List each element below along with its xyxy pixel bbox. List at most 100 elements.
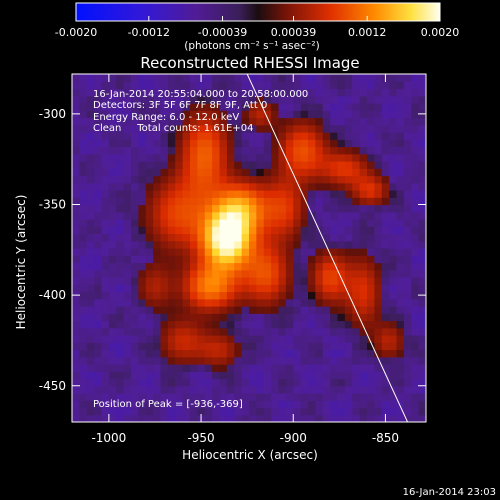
- heatmap-pixel: [403, 248, 412, 256]
- heatmap-pixel: [411, 88, 420, 97]
- heatmap-pixel: [101, 103, 110, 111]
- heatmap-pixel: [396, 211, 405, 220]
- heatmap-pixel: [234, 139, 243, 148]
- heatmap-pixel: [293, 168, 302, 177]
- heatmap-pixel: [153, 88, 162, 97]
- heatmap-pixel: [94, 269, 103, 278]
- heatmap-pixel: [330, 356, 339, 365]
- heatmap-pixel: [337, 197, 346, 206]
- heatmap-pixel: [403, 306, 412, 314]
- heatmap-pixel: [212, 255, 221, 264]
- heatmap-pixel: [381, 269, 390, 278]
- heatmap-pixel: [308, 124, 316, 133]
- heatmap-pixel: [175, 306, 184, 314]
- heatmap-pixel: [403, 371, 412, 380]
- heatmap-pixel: [145, 161, 154, 169]
- colorbar: [75, 2, 441, 22]
- heatmap-pixel: [249, 385, 257, 394]
- heatmap-pixel: [234, 153, 243, 162]
- heatmap-pixel: [300, 190, 309, 198]
- heatmap-pixel: [204, 204, 213, 213]
- heatmap-pixel: [330, 95, 339, 104]
- heatmap-pixel: [389, 356, 398, 365]
- heatmap-pixel: [79, 88, 88, 97]
- heatmap-pixel: [79, 124, 88, 133]
- heatmap-pixel: [101, 175, 110, 184]
- heatmap-pixel: [72, 81, 80, 90]
- heatmap-pixel: [241, 219, 250, 227]
- heatmap-pixel: [315, 233, 324, 242]
- heatmap-pixel: [190, 414, 198, 422]
- heatmap-pixel: [359, 269, 368, 278]
- heatmap-pixel: [116, 400, 125, 409]
- heatmap-pixel: [359, 103, 368, 111]
- heatmap-pixel: [131, 95, 139, 104]
- heatmap-pixel: [411, 204, 420, 213]
- heatmap-pixel: [315, 320, 324, 329]
- heatmap-pixel: [145, 320, 154, 329]
- heatmap-pixel: [197, 81, 206, 90]
- heatmap-pixel: [86, 124, 95, 133]
- heatmap-pixel: [337, 364, 346, 372]
- heatmap-pixel: [322, 269, 331, 278]
- heatmap-pixel: [190, 233, 198, 242]
- heatmap-pixel: [138, 378, 147, 387]
- heatmap-pixel: [249, 378, 257, 387]
- heatmap-pixel: [101, 204, 110, 213]
- heatmap-pixel: [418, 204, 426, 213]
- heatmap-pixel: [396, 81, 405, 90]
- heatmap-pixel: [131, 342, 139, 351]
- heatmap-pixel: [72, 153, 80, 162]
- heatmap-pixel: [72, 400, 80, 409]
- heatmap-pixel: [389, 269, 398, 278]
- heatmap-pixel: [344, 335, 353, 343]
- heatmap-pixel: [315, 197, 324, 206]
- heatmap-pixel: [293, 95, 302, 104]
- heatmap-pixel: [381, 81, 390, 90]
- heatmap-pixel: [418, 226, 426, 235]
- heatmap-pixel: [249, 414, 257, 422]
- heatmap-pixel: [234, 204, 243, 213]
- heatmap-pixel: [389, 74, 398, 82]
- heatmap-pixel: [308, 190, 316, 198]
- heatmap-pixel: [175, 320, 184, 329]
- heatmap-pixel: [256, 139, 265, 148]
- heatmap-pixel: [271, 291, 280, 300]
- heatmap-pixel: [219, 226, 228, 235]
- heatmap-pixel: [322, 407, 331, 416]
- heatmap-pixel: [367, 81, 375, 90]
- heatmap-pixel: [367, 335, 375, 343]
- heatmap-pixel: [367, 190, 375, 198]
- heatmap-pixel: [337, 175, 346, 184]
- heatmap-pixel: [86, 168, 95, 177]
- heatmap-pixel: [219, 219, 228, 227]
- heatmap-pixel: [212, 95, 221, 104]
- colorbar-tick-label: 0.0020: [421, 26, 460, 39]
- heatmap-pixel: [256, 132, 265, 140]
- heatmap-pixel: [411, 371, 420, 380]
- heatmap-pixel: [108, 211, 117, 220]
- heatmap-pixel: [219, 400, 228, 409]
- heatmap-pixel: [300, 269, 309, 278]
- heatmap-pixel: [330, 161, 339, 169]
- heatmap-pixel: [72, 211, 80, 220]
- heatmap-pixel: [116, 81, 125, 90]
- heatmap-pixel: [322, 277, 331, 285]
- heatmap-pixel: [175, 407, 184, 416]
- heatmap-pixel: [123, 320, 132, 329]
- heatmap-pixel: [359, 88, 368, 97]
- heatmap-pixel: [226, 269, 235, 278]
- heatmap-pixel: [167, 103, 176, 111]
- heatmap-pixel: [175, 95, 184, 104]
- heatmap-pixel: [182, 342, 191, 351]
- heatmap-pixel: [116, 248, 125, 256]
- heatmap-pixel: [153, 342, 162, 351]
- heatmap-pixel: [381, 103, 390, 111]
- heatmap-pixel: [153, 233, 162, 242]
- heatmap-pixel: [308, 219, 316, 227]
- heatmap-pixel: [389, 146, 398, 155]
- heatmap-pixel: [190, 190, 198, 198]
- heatmap-pixel: [234, 175, 243, 184]
- heatmap-pixel: [79, 219, 88, 227]
- heatmap-pixel: [256, 81, 265, 90]
